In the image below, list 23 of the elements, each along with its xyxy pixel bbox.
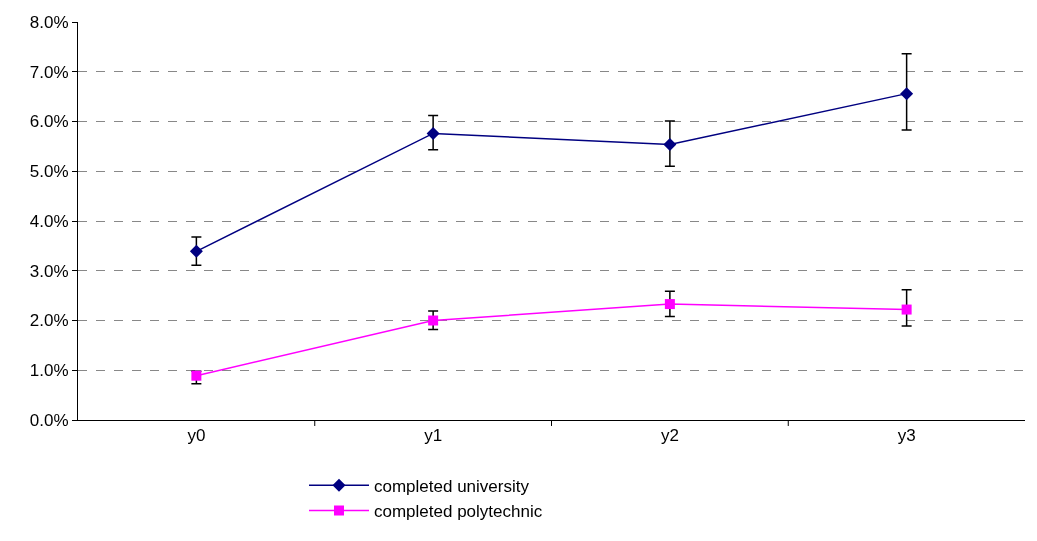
y-tick-label: 4.0% — [29, 211, 69, 231]
point — [428, 315, 439, 326]
y-tick-label: 7.0% — [29, 62, 69, 82]
x-tick-label: y0 — [187, 426, 206, 446]
point — [426, 126, 440, 140]
legend-label: completed polytechnic — [374, 502, 543, 522]
y-tick-label: 1.0% — [29, 361, 69, 381]
x-tick-label: y2 — [660, 426, 679, 446]
point — [664, 299, 675, 310]
y-tick-label: 0.0% — [29, 410, 69, 430]
point — [900, 87, 914, 101]
point — [663, 137, 677, 151]
legend-label: completed university — [374, 476, 530, 496]
y-tick-label: 6.0% — [29, 112, 69, 132]
y-tick-label: 8.0% — [29, 12, 69, 32]
point — [901, 304, 912, 315]
x-tick-label: y3 — [897, 426, 916, 446]
x-tick-label: y1 — [424, 426, 443, 446]
y-tick-label: 3.0% — [29, 261, 69, 281]
y-tick-label: 5.0% — [29, 162, 69, 182]
point — [189, 244, 203, 258]
y-tick-label: 2.0% — [29, 311, 69, 331]
point — [191, 370, 202, 381]
